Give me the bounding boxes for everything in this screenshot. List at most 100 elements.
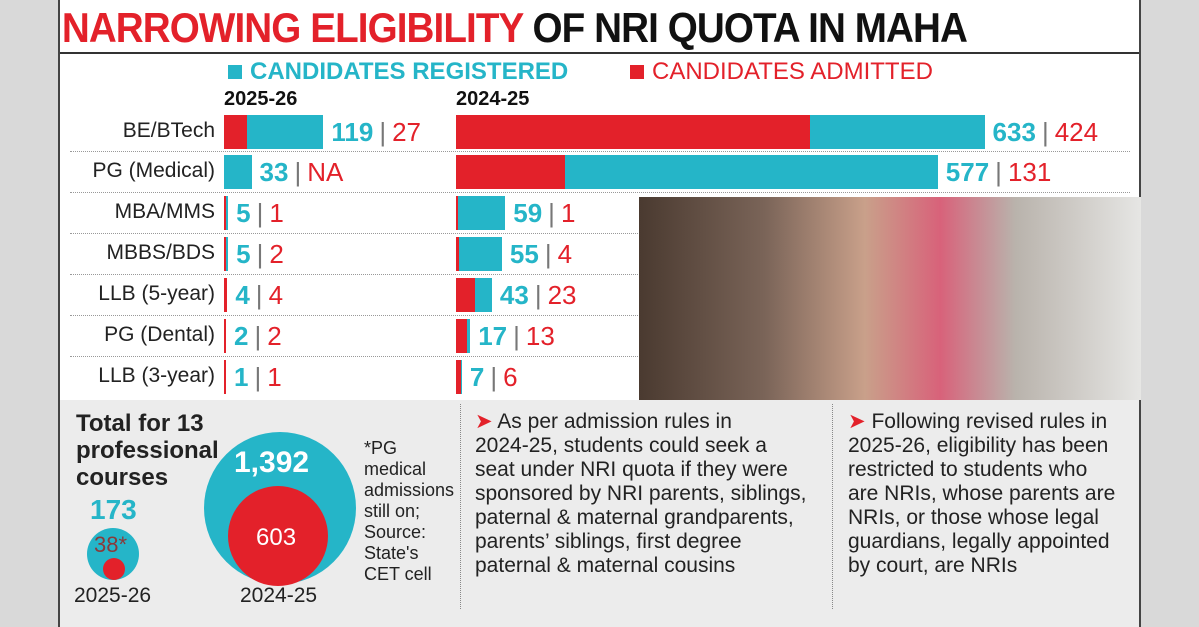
value-label: 7 | 6: [470, 360, 518, 394]
paragraph-line: restricted to students who: [848, 458, 1115, 482]
value-separator: |: [256, 198, 264, 228]
bar-admitted: [456, 278, 476, 312]
value-separator: |: [490, 362, 498, 392]
paragraph-line: guardians, legally appointed: [848, 530, 1115, 554]
arrow-icon: ➤: [475, 410, 493, 433]
line-text: parents’ siblings, first degree: [475, 530, 742, 553]
legend-registered: CANDIDATES REGISTERED: [228, 58, 568, 86]
bar-admitted: [456, 237, 460, 271]
value-separator: |: [379, 117, 387, 147]
value-label: 5 | 2: [236, 237, 284, 271]
bar-chart: CANDIDATES REGISTERED CANDIDATES ADMITTE…: [60, 0, 1139, 400]
paragraph-line: paternal & maternal grandparents,: [475, 506, 807, 530]
bar-admitted: [224, 237, 226, 271]
line-text: paternal & maternal grandparents,: [475, 506, 794, 529]
bar-admitted: [224, 115, 247, 149]
heading-line: courses: [76, 464, 169, 491]
bar-registered: [224, 196, 229, 230]
registered-value: 2: [234, 321, 249, 351]
registered-value: 7: [469, 362, 485, 392]
value-label: 4 | 4: [235, 278, 283, 312]
category-label: MBA/MMS: [114, 200, 215, 223]
total-admitted-2024: 603: [256, 524, 297, 551]
circle-admitted-2024: [228, 486, 328, 586]
source-note: *PG medical admissions still on; Source: Stat…: [364, 438, 454, 585]
line-text: sponsored by NRI parents, siblings,: [475, 482, 807, 505]
bar-admitted: [456, 196, 458, 230]
bar-admitted: [224, 278, 228, 312]
bar-admitted: [456, 155, 566, 189]
period-label-2024: 2024-25: [456, 88, 530, 110]
paragraph-2025-rules: ➤ Following revised rules in 2025-26, eli…: [848, 410, 1115, 578]
value-label: 633 | 424: [993, 115, 1099, 149]
note-line: State's: [364, 543, 419, 563]
bar-registered: [224, 237, 229, 271]
totals-year-2024: 2024-25: [240, 584, 318, 607]
value-separator: |: [1041, 117, 1049, 147]
category-label: PG (Medical): [92, 159, 215, 182]
heading-line: professional: [76, 437, 219, 464]
legend-swatch-registered: [228, 65, 242, 79]
title-divider: [60, 52, 1139, 54]
registered-value: 5: [236, 239, 251, 269]
admitted-value: 1: [267, 362, 282, 392]
heading-line: Total for 13: [76, 410, 204, 437]
line-text: seat under NRI quota if they were: [475, 458, 788, 481]
paragraph-line: sponsored by NRI parents, siblings,: [475, 482, 807, 506]
arrow-icon: ➤: [848, 410, 866, 433]
category-label: PG (Dental): [104, 323, 215, 346]
registered-value: 59: [513, 198, 543, 228]
admitted-value: 131: [1007, 157, 1052, 187]
value-label: 1 | 1: [234, 360, 282, 394]
line-text: As per admission rules in: [497, 410, 732, 433]
value-separator: |: [255, 280, 263, 310]
category-label: MBBS/BDS: [106, 241, 215, 264]
line-text: 2025-26, eligibility has been: [848, 434, 1109, 457]
total-registered-2025: 173: [90, 494, 137, 525]
admitted-value: NA: [307, 157, 344, 187]
legend-label: CANDIDATES ADMITTED: [652, 58, 933, 85]
value-separator: |: [294, 157, 302, 187]
line-text: restricted to students who: [848, 458, 1088, 481]
note-line: *PG: [364, 438, 398, 458]
divider: [460, 404, 461, 609]
value-separator: |: [548, 198, 555, 228]
paragraph-line: NRIs, or those whose legal: [848, 506, 1115, 530]
category-label: BE/BTech: [122, 119, 215, 142]
admitted-value: 1: [269, 198, 284, 228]
total-registered-2024: 1,392: [234, 446, 310, 479]
admitted-value: 13: [525, 321, 555, 351]
value-label: 43 | 23: [500, 278, 577, 312]
line-text: guardians, legally appointed: [848, 530, 1110, 553]
registered-value: 4: [235, 280, 250, 310]
registered-value: 1: [234, 362, 249, 392]
value-separator: |: [513, 321, 520, 351]
value-label: 33 | NA: [260, 155, 344, 189]
total-admitted-2025: 38*: [94, 532, 128, 557]
paragraph-line: 2024-25, students could seek a: [475, 434, 807, 458]
bar-admitted: [456, 319, 467, 353]
line-text: 2024-25, students could seek a: [475, 434, 767, 457]
admitted-value: 4: [557, 239, 573, 269]
bar-admitted: [456, 360, 461, 394]
category-label: LLB (5-year): [98, 282, 215, 305]
registered-value: 33: [259, 157, 289, 187]
totals-year-2025: 2025-26: [74, 584, 152, 607]
paragraph-line: paternal & maternal cousins: [475, 554, 807, 578]
legend-swatch-admitted: [630, 65, 644, 79]
title-part2: OF NRI QUOTA IN MAHA: [532, 4, 967, 51]
infographic-title: NARROWING ELIGIBILITY OF NRI QUOTA IN MA…: [60, 4, 1053, 52]
note-line: still on;: [364, 501, 421, 521]
summary-panel: Total for 13 professional courses 173 38…: [60, 400, 1139, 627]
divider: [832, 404, 833, 609]
value-label: 119 | 27: [331, 115, 421, 149]
admitted-value: 27: [392, 117, 421, 147]
value-label: 577 | 131: [946, 155, 1052, 189]
registered-value: 55: [509, 239, 539, 269]
admitted-value: 4: [268, 280, 284, 310]
admitted-value: 6: [503, 362, 518, 392]
registered-value: 17: [478, 321, 508, 351]
value-separator: |: [256, 239, 264, 269]
value-label: 5 | 1: [236, 196, 284, 230]
registered-value: 633: [992, 117, 1036, 147]
